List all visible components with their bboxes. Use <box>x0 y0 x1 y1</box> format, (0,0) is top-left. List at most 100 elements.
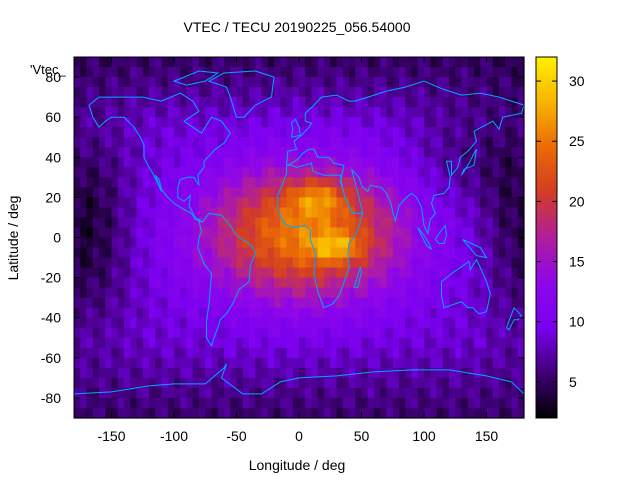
heatmap-cell <box>224 267 231 279</box>
heatmap-cell <box>311 67 319 78</box>
heatmap-cell <box>392 317 400 329</box>
heatmap-cell <box>417 147 425 158</box>
heatmap-cell <box>117 357 125 369</box>
heatmap-cell <box>374 137 381 148</box>
heatmap-cell <box>480 147 488 158</box>
heatmap-cell <box>324 237 331 249</box>
heatmap-cell <box>230 237 238 249</box>
heatmap-cell <box>474 297 481 309</box>
heatmap-cell <box>499 267 506 279</box>
heatmap-cell <box>424 337 431 349</box>
heatmap-cell <box>474 177 481 188</box>
heatmap-cell <box>292 177 300 188</box>
heatmap-cell <box>80 377 88 389</box>
heatmap-cell <box>155 87 163 98</box>
heatmap-cell <box>499 337 506 349</box>
heatmap-cell <box>136 97 144 108</box>
heatmap-cell <box>111 117 119 128</box>
heatmap-cell <box>142 77 150 88</box>
heatmap-cell <box>467 187 475 198</box>
heatmap-cell <box>480 67 488 78</box>
heatmap-cell <box>374 257 381 269</box>
heatmap-cell <box>117 67 125 78</box>
heatmap-cell <box>417 367 425 379</box>
heatmap-cell <box>74 127 81 138</box>
heatmap-cell <box>436 347 444 359</box>
heatmap-cell <box>499 327 506 339</box>
heatmap-cell <box>186 97 194 108</box>
heatmap-cell <box>211 367 219 379</box>
heatmap-cell <box>86 247 94 259</box>
heatmap-cell <box>217 177 225 188</box>
heatmap-cell <box>186 117 194 128</box>
heatmap-cell <box>299 257 306 269</box>
heatmap-cell <box>105 57 113 68</box>
heatmap-cell <box>380 107 388 118</box>
heatmap-cell <box>380 57 388 68</box>
coastline <box>505 307 523 331</box>
heatmap-cell <box>105 167 113 178</box>
heatmap-cell <box>92 77 100 88</box>
heatmap-cell <box>211 257 219 269</box>
heatmap-cell <box>299 127 306 138</box>
heatmap-cell <box>142 267 150 279</box>
heatmap-cell <box>392 347 400 359</box>
heatmap-cell <box>467 157 475 168</box>
heatmap-cell <box>211 87 219 98</box>
heatmap-cell <box>499 57 506 68</box>
heatmap-cell <box>255 357 263 369</box>
heatmap-cell <box>124 107 131 118</box>
heatmap-cell <box>261 237 269 249</box>
heatmap-cell <box>211 357 219 369</box>
heatmap-cell <box>130 357 138 369</box>
heatmap-cell <box>161 367 169 379</box>
heatmap-cell <box>361 127 369 138</box>
heatmap-cell <box>274 207 281 219</box>
heatmap-cell <box>442 157 450 168</box>
heatmap-cell <box>192 77 200 88</box>
heatmap-cell <box>442 307 450 319</box>
heatmap-cell <box>417 307 425 319</box>
heatmap-cell <box>436 127 444 138</box>
heatmap-cell <box>130 347 138 359</box>
heatmap-cell <box>161 67 169 78</box>
heatmap-cell <box>99 247 106 259</box>
heatmap-cell <box>349 157 356 168</box>
heatmap-cell <box>255 287 263 299</box>
heatmap-cell <box>505 237 513 249</box>
heatmap-cell <box>330 317 338 329</box>
heatmap-cell <box>249 247 256 259</box>
heatmap-cell <box>474 347 481 359</box>
heatmap-cell <box>111 157 119 168</box>
heatmap-cell <box>161 187 169 198</box>
heatmap-cell <box>86 237 94 249</box>
heatmap-cell <box>180 77 188 88</box>
heatmap-cell <box>417 327 425 339</box>
heatmap-cell <box>192 407 200 419</box>
heatmap-cell <box>436 197 444 209</box>
heatmap-cell <box>74 307 81 319</box>
heatmap-cell <box>430 207 438 219</box>
heatmap-cell <box>311 307 319 319</box>
heatmap-cell <box>467 337 475 349</box>
heatmap-cell <box>180 87 188 98</box>
heatmap-cell <box>205 177 213 188</box>
heatmap-cell <box>442 357 450 369</box>
heatmap-cell <box>199 327 206 339</box>
heatmap-cell <box>499 387 506 399</box>
heatmap-cell <box>261 377 269 389</box>
heatmap-cell <box>142 147 150 158</box>
heatmap-cell <box>380 287 388 299</box>
heatmap-cell <box>455 227 463 239</box>
heatmap-cell <box>405 367 413 379</box>
heatmap-cell <box>230 167 238 178</box>
heatmap-cell <box>355 147 363 158</box>
heatmap-cell <box>174 347 181 359</box>
heatmap-cell <box>149 267 156 279</box>
heatmap-cell <box>517 107 525 118</box>
heatmap-cell <box>311 267 319 279</box>
heatmap-cell <box>167 107 175 118</box>
heatmap-cell <box>330 237 338 249</box>
heatmap-cell <box>349 237 356 249</box>
heatmap-cell <box>517 247 525 259</box>
